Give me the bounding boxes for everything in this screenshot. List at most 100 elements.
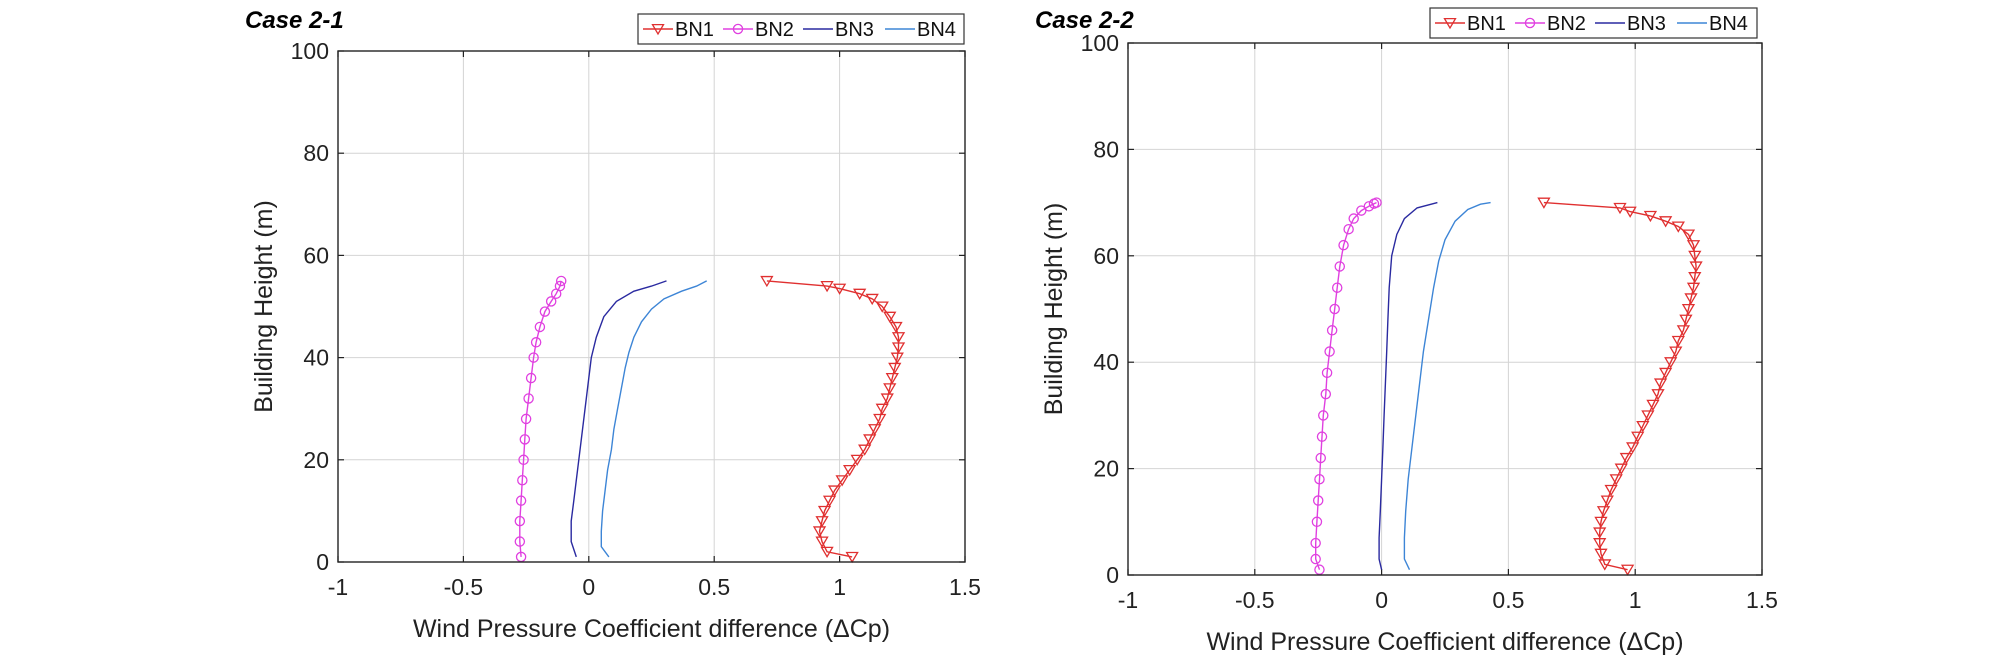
x-axis-label: Wind Pressure Coefficient difference (ΔC… (413, 615, 890, 643)
data-point (1315, 452, 1326, 464)
plot-frame (337, 50, 966, 563)
data-point (523, 393, 534, 404)
data-point (539, 306, 551, 317)
data-point (1338, 239, 1349, 251)
data-point (1643, 210, 1658, 223)
data-point (842, 464, 857, 477)
data-point (888, 362, 902, 375)
data-point (1658, 216, 1673, 228)
data-point (850, 454, 864, 467)
series-line-bn4 (1403, 201, 1491, 571)
y-tick-label: 20 (1093, 456, 1119, 482)
x-tick-label: 1 (833, 574, 846, 600)
x-tick-label: 0.5 (698, 574, 730, 600)
data-point (1671, 221, 1685, 233)
x-tick-label: 0.5 (1492, 587, 1524, 613)
data-point (1320, 388, 1332, 400)
legend-item-bn2: BN2 (723, 19, 794, 41)
data-point (1334, 261, 1346, 272)
legend-marker (1524, 17, 1536, 29)
y-tick-label: 40 (1093, 349, 1119, 375)
y-axis-label: Building Height (m) (250, 200, 278, 413)
data-point (858, 444, 872, 456)
data-point (1316, 431, 1328, 442)
y-tick-label: 0 (316, 549, 329, 575)
data-point (1324, 346, 1335, 357)
data-point (815, 536, 829, 548)
legend-label: BN3 (1627, 13, 1666, 35)
y-tick-label: 60 (1093, 243, 1119, 269)
data-point (1688, 272, 1702, 284)
data-point (1671, 335, 1685, 348)
data-point (1600, 495, 1614, 507)
data-point (885, 372, 899, 385)
legend-marker (651, 23, 665, 36)
data-point (1310, 537, 1321, 549)
data-point (1658, 367, 1673, 380)
x-tick-label: 0 (582, 574, 595, 600)
data-point (1651, 389, 1665, 401)
legend-marker (1443, 17, 1457, 30)
legend-label: BN4 (1709, 13, 1748, 35)
data-point (1371, 197, 1382, 208)
data-point (1598, 559, 1612, 571)
data-point (515, 495, 527, 506)
y-tick-label: 80 (1093, 136, 1119, 162)
data-point (1681, 229, 1696, 241)
series-bn1 (760, 275, 906, 564)
series-bn4 (1403, 201, 1491, 571)
chart-title: Case 2-1 (245, 7, 344, 34)
data-point (1676, 325, 1691, 337)
data-point (820, 546, 834, 559)
y-tick-label: 100 (1081, 30, 1119, 56)
legend: BN1 BN2 BN3 BN4 (637, 13, 965, 45)
data-point (1343, 223, 1354, 235)
data-point (1681, 303, 1696, 316)
data-point (528, 352, 539, 363)
series-line-bn2 (1315, 201, 1377, 570)
data-point (1619, 452, 1633, 465)
data-point (1312, 495, 1324, 506)
data-point (832, 283, 847, 295)
data-point (1331, 282, 1343, 293)
x-tick-label: -0.5 (1235, 587, 1275, 613)
series-bn3 (1378, 201, 1438, 570)
series-line-bn1 (1543, 201, 1697, 571)
plot-area (338, 51, 965, 562)
data-point (1604, 484, 1618, 497)
data-point (1686, 240, 1701, 252)
x-axis-label: Wind Pressure Coefficient difference (ΔC… (1206, 628, 1683, 656)
data-point (1348, 213, 1359, 224)
chart-panel-2: Case 2-2 -1 -0.5 0 0.5 1 1.5 0 20 40 60 80 100 Wind P… (1035, 7, 1778, 656)
data-point (1594, 516, 1608, 529)
x-tick-label: 1.5 (949, 574, 981, 600)
data-point (1636, 420, 1650, 433)
data-point (1646, 399, 1660, 411)
y-tick-label: 40 (303, 345, 329, 371)
x-tick-label: -0.5 (444, 574, 484, 600)
x-tick-label: 1 (1629, 587, 1642, 613)
y-tick-label: 0 (1106, 562, 1119, 588)
legend-item-bn4: BN4 (1677, 13, 1748, 35)
data-point (514, 515, 526, 527)
series-bn2 (1310, 197, 1382, 575)
data-point (1609, 474, 1623, 486)
data-point (863, 434, 877, 446)
data-point (1321, 367, 1333, 379)
data-point (1537, 197, 1551, 209)
data-point (1623, 206, 1637, 218)
data-point (1679, 314, 1693, 326)
data-point (1314, 564, 1325, 575)
data-point (822, 495, 837, 507)
data-point (545, 296, 557, 307)
data-point (534, 321, 546, 333)
data-point (1614, 463, 1628, 475)
legend-item-bn1: BN1 (1435, 13, 1506, 35)
data-point (1326, 325, 1338, 336)
data-point (845, 551, 859, 564)
y-tick-label: 60 (303, 242, 329, 268)
data-point (853, 288, 867, 300)
legend-label: BN4 (917, 19, 956, 41)
data-point (1688, 250, 1702, 263)
